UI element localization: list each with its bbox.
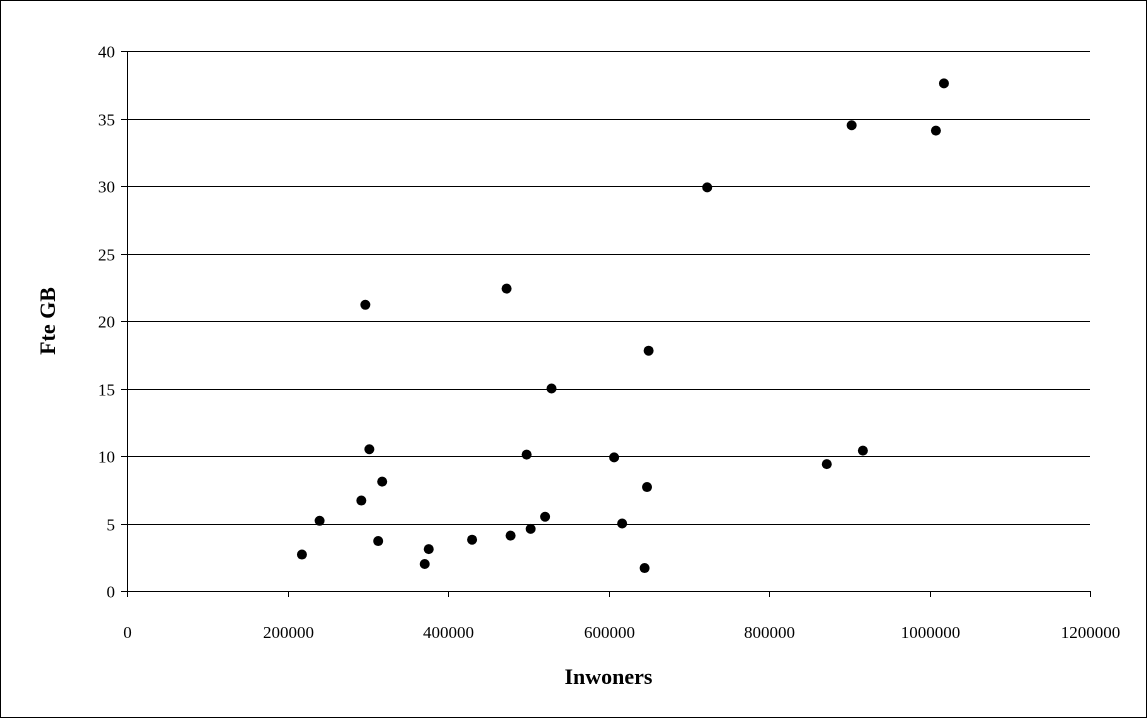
tick-labels: 0 5 10 15 20 25 30 35 40 0 200000 400000 600000 80000… bbox=[98, 43, 1120, 643]
data-point bbox=[521, 449, 532, 460]
y-tick-label: 35 bbox=[98, 111, 115, 130]
x-tick-label: 1000000 bbox=[901, 623, 961, 642]
data-point bbox=[360, 299, 371, 310]
data-point bbox=[821, 459, 832, 470]
data-point bbox=[419, 559, 430, 569]
data-point bbox=[643, 345, 654, 356]
data-point bbox=[467, 534, 478, 545]
data-point bbox=[296, 549, 307, 560]
data-point bbox=[609, 452, 620, 463]
data-point bbox=[373, 536, 384, 547]
y-tick-label: 30 bbox=[98, 178, 115, 197]
y-tick-label: 20 bbox=[98, 313, 115, 332]
data-point bbox=[501, 283, 512, 294]
y-tick-label: 40 bbox=[98, 43, 115, 62]
data-point bbox=[642, 482, 653, 493]
gridlines bbox=[127, 51, 1090, 525]
data-points bbox=[296, 78, 949, 574]
data-point bbox=[639, 563, 650, 574]
data-point bbox=[356, 495, 367, 506]
data-point bbox=[525, 523, 536, 534]
x-tick-label: 1200000 bbox=[1061, 623, 1121, 642]
x-tick-label: 600000 bbox=[584, 623, 635, 642]
data-point bbox=[314, 515, 325, 526]
data-point bbox=[540, 511, 551, 522]
data-point bbox=[938, 78, 949, 89]
y-tick-label: 25 bbox=[98, 246, 115, 265]
y-tick-label: 0 bbox=[107, 583, 116, 602]
data-point bbox=[702, 182, 713, 193]
y-tick-label: 5 bbox=[107, 516, 116, 535]
x-axis-title: Inwoners bbox=[564, 664, 652, 689]
y-axis-title: Fte GB bbox=[35, 287, 60, 355]
data-point bbox=[930, 125, 941, 136]
data-point bbox=[505, 530, 516, 541]
x-tick-label: 0 bbox=[123, 623, 132, 642]
data-point bbox=[846, 120, 857, 131]
x-tick-label: 800000 bbox=[744, 623, 795, 642]
data-point bbox=[617, 518, 628, 529]
axes bbox=[121, 51, 1091, 597]
y-tick-label: 15 bbox=[98, 381, 115, 400]
data-point bbox=[857, 445, 868, 456]
data-point bbox=[546, 383, 557, 394]
data-point bbox=[423, 544, 434, 555]
data-point bbox=[377, 476, 388, 487]
x-tick-label: 400000 bbox=[423, 623, 474, 642]
data-point bbox=[364, 444, 375, 455]
y-tick-label: 10 bbox=[98, 448, 115, 467]
x-tick-label: 200000 bbox=[263, 623, 314, 642]
